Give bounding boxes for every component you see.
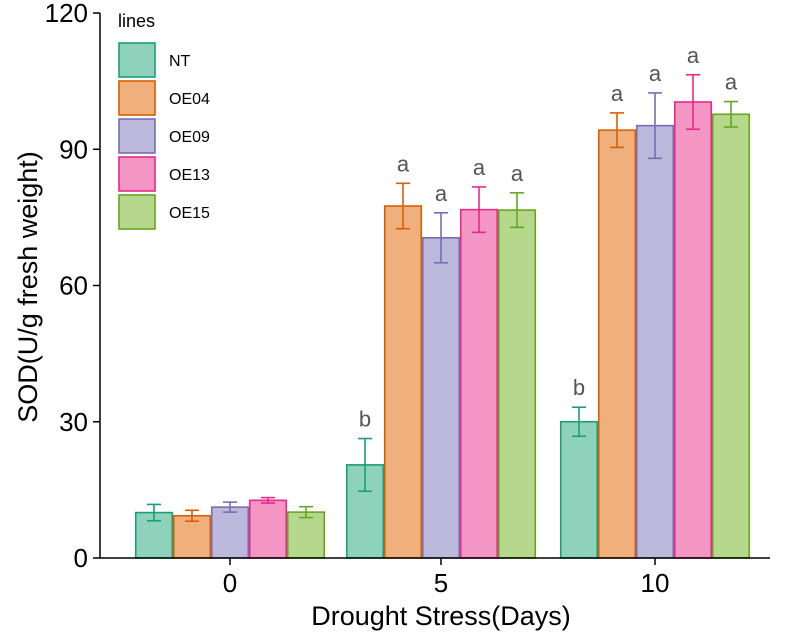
- legend-label-oe15: OE15: [169, 205, 210, 222]
- significance-letter-oe09-day-10: a: [649, 61, 662, 86]
- significance-letter-nt-day-5: b: [359, 407, 371, 432]
- y-tick-label: 30: [59, 407, 88, 437]
- significance-letter-oe15-day-5: a: [511, 161, 524, 186]
- x-axis-title: Drought Stress(Days): [311, 601, 571, 631]
- bar-oe13-day-10: [673, 101, 713, 559]
- bar-oe09-day-5: [421, 237, 461, 559]
- bar-oe15-day-5: [497, 209, 537, 559]
- legend-swatch-nt: [118, 42, 156, 78]
- bar-oe15-day-0: [286, 511, 326, 559]
- legend-title: lines: [118, 11, 155, 31]
- legend-swatch-oe15: [118, 194, 156, 230]
- bar-oe15-day-10: [711, 113, 751, 559]
- legend-label-oe13: OE13: [169, 167, 210, 184]
- x-tick-label: 10: [641, 568, 670, 598]
- y-tick-label: 0: [74, 543, 88, 573]
- legend-label-nt: NT: [169, 53, 191, 70]
- error-bars-layer: [147, 73, 738, 523]
- bar-oe09-day-0: [210, 506, 250, 559]
- legend-label-oe09: OE09: [169, 129, 210, 146]
- x-tick-label: 5: [434, 568, 448, 598]
- y-tick-label: 60: [59, 271, 88, 301]
- x-tick-label: 0: [223, 568, 237, 598]
- significance-letter-oe13-day-10: a: [687, 43, 700, 68]
- bar-oe04-day-5: [383, 205, 423, 559]
- y-tick-label: 90: [59, 134, 88, 164]
- bar-oe09-day-10: [635, 124, 675, 559]
- y-axis-title: SOD(U/g fresh weight): [13, 151, 43, 423]
- significance-letter-oe04-day-10: a: [611, 81, 624, 106]
- significance-letter-oe15-day-10: a: [725, 70, 738, 95]
- bar-oe04-day-10: [597, 129, 637, 559]
- legend-swatch-oe04: [118, 80, 156, 116]
- legend: lines NT OE04 OE09 OE13 OE15: [118, 11, 210, 230]
- legend-swatch-oe13: [118, 156, 156, 192]
- significance-letter-oe09-day-5: a: [435, 181, 448, 206]
- bar-oe13-day-5: [459, 208, 499, 559]
- axes-layer: 0 30 60 90 120 0 5 10 Drought Stress(Days) SOD(U/…: [13, 0, 770, 631]
- bar-oe13-day-0: [248, 499, 288, 559]
- significance-letter-oe04-day-5: a: [397, 151, 410, 176]
- bar-oe04-day-0: [172, 514, 212, 559]
- bar-nt-day-10: [559, 420, 599, 559]
- significance-letter-nt-day-10: b: [573, 375, 585, 400]
- legend-swatch-oe09: [118, 118, 156, 154]
- bars-layer: [134, 101, 751, 559]
- significance-letter-oe13-day-5: a: [473, 155, 486, 180]
- legend-label-oe04: OE04: [169, 91, 210, 108]
- y-tick-label: 120: [45, 0, 88, 28]
